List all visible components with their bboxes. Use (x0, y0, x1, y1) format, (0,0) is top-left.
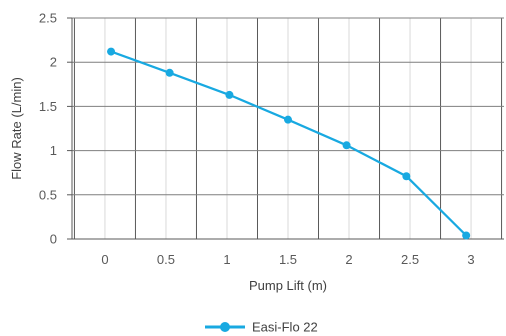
y-tick-label: 1 (50, 143, 57, 158)
y-tick-label: 2.5 (39, 11, 57, 26)
data-point (342, 141, 351, 150)
x-axis-title: Pump Lift (m) (249, 278, 327, 293)
y-tick-label: 0 (50, 232, 57, 247)
x-tick-label: 2 (345, 252, 352, 267)
legend-marker-swatch (220, 322, 230, 332)
x-tick-label: 2.5 (401, 252, 419, 267)
data-point (284, 115, 292, 124)
y-axis-title: Flow Rate (L/min) (9, 77, 24, 180)
x-tick-label: 3 (467, 252, 474, 267)
legend-label: Easi-Flo 22 (252, 320, 318, 335)
series-line-0 (110, 50, 467, 237)
data-point (462, 231, 471, 240)
data-point (402, 172, 411, 181)
data-point (225, 90, 234, 99)
tick-labels: 0 0.5 1 1.5 2 2.5 0 0.5 1 1.5 2 2.5 3 (39, 11, 475, 268)
x-tick-label: 0 (101, 252, 108, 267)
grid (72, 17, 504, 240)
y-tick-label: 0.5 (39, 187, 57, 202)
y-tick-label: 1.5 (39, 99, 57, 114)
x-tick-label: 0.5 (157, 252, 175, 267)
data-point (107, 47, 116, 56)
series-layer (107, 47, 471, 240)
axes (67, 17, 504, 240)
x-tick-label: 1.5 (279, 252, 297, 267)
y-tick-label: 2 (50, 55, 57, 70)
legend: Easi-Flo 22 (205, 320, 318, 335)
x-tick-label: 1 (223, 252, 230, 267)
data-point (165, 68, 174, 77)
